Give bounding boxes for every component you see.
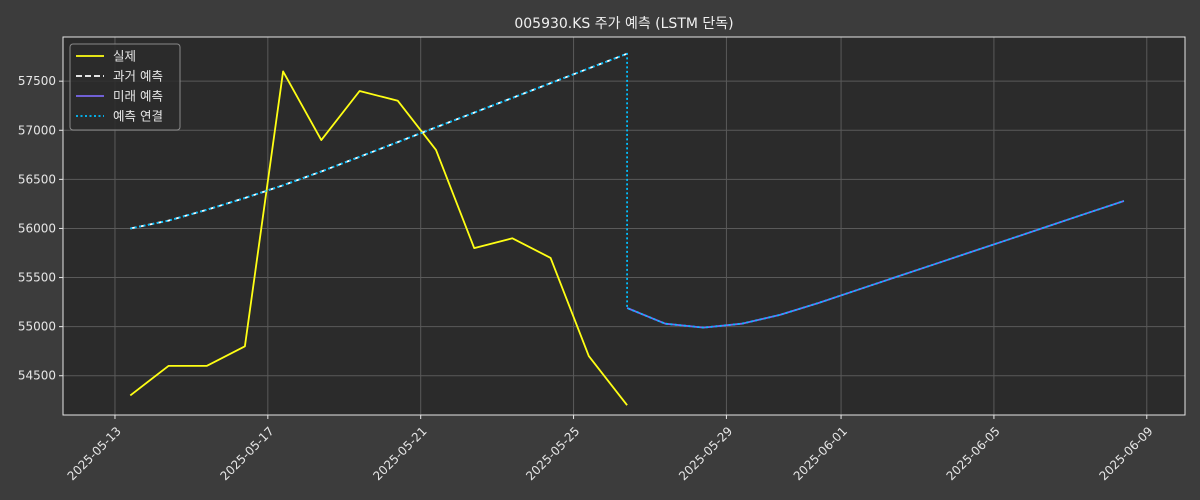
- series-line-actual: [129, 70, 628, 406]
- y-tick-label: 57000: [18, 123, 56, 137]
- plot-area: [63, 37, 1185, 415]
- legend-box: [69, 43, 181, 131]
- series-line-forecast-link: [130, 52, 1125, 329]
- legend-label-future-forecast: 미래 예측: [113, 89, 163, 104]
- y-tick-label: 56500: [18, 172, 56, 186]
- legend-label-past-forecast: 과거 예측: [113, 69, 163, 84]
- series-line-future-forecast: [626, 200, 1125, 329]
- y-tick-label: 57500: [18, 74, 56, 88]
- y-tick-label: 54500: [18, 369, 56, 383]
- legend-label-forecast-link: 예측 연결: [113, 109, 163, 124]
- legend-label-actual: 실제: [113, 49, 136, 64]
- series-layer: [129, 52, 1125, 406]
- y-tick-label: 55000: [18, 320, 56, 334]
- y-tick-label: 56000: [18, 221, 56, 235]
- plot-frame: [62, 36, 1186, 416]
- y-tick-label: 55500: [18, 271, 56, 285]
- chart-title: 005930.KS 주가 예측 (LSTM 단독): [514, 16, 733, 32]
- y-axis: 54500 55000 55500 56000 56500 57000 57500: [18, 74, 63, 383]
